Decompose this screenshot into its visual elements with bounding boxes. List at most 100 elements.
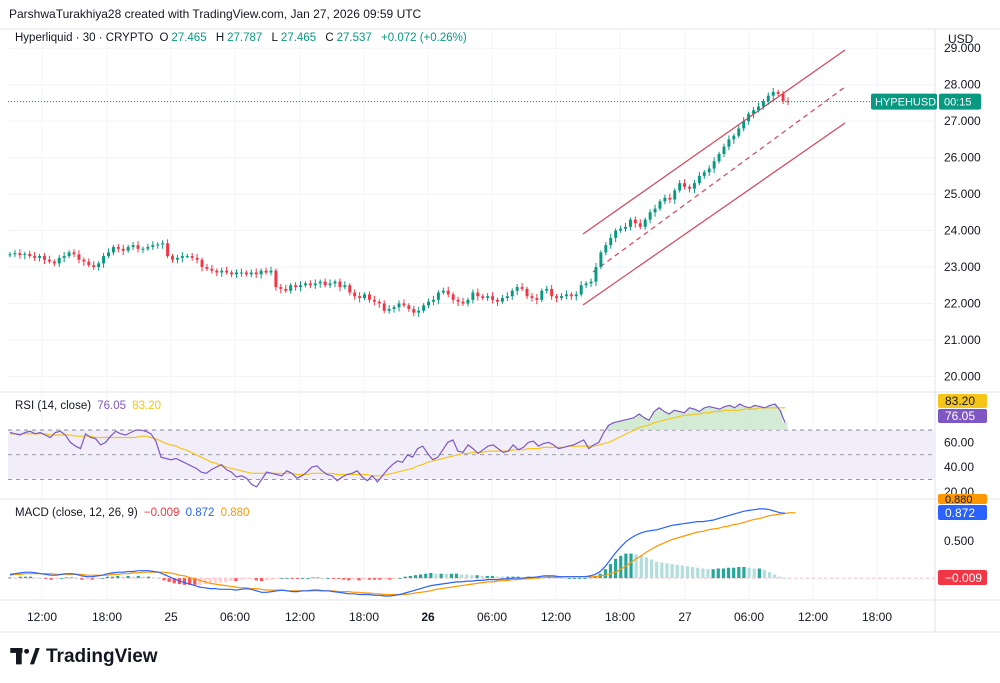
candle — [279, 287, 283, 289]
macd-histogram-bar — [480, 575, 484, 579]
candle — [697, 175, 701, 184]
macd-histogram-bar — [413, 575, 418, 579]
candle — [215, 270, 219, 273]
rsi-badge — [938, 409, 987, 423]
time-axis-label: 12:00 — [798, 610, 828, 624]
candle — [289, 285, 293, 291]
candle — [673, 190, 677, 200]
open-label: O — [159, 32, 169, 44]
macd-hist-badge-text: −0.009 — [945, 571, 982, 585]
candle — [505, 296, 509, 299]
candle — [146, 246, 150, 249]
macd-histogram-bar — [675, 564, 679, 579]
macd-histogram-bar — [768, 572, 772, 579]
candle — [752, 110, 755, 114]
macd-histogram-bar — [116, 575, 120, 579]
macd-histogram-bar — [644, 557, 649, 579]
candle — [683, 183, 687, 187]
candle — [102, 256, 106, 264]
macd-histogram-bar — [588, 577, 592, 579]
macd-histogram-bar — [495, 576, 500, 579]
macd-histogram-bar — [655, 561, 659, 579]
candle — [303, 283, 307, 286]
candle — [338, 281, 342, 288]
macd-histogram-bar — [105, 576, 110, 579]
macd-histogram-bar — [485, 575, 489, 579]
candle — [210, 268, 214, 271]
candle — [496, 299, 499, 302]
macd-histogram-bar — [460, 574, 464, 579]
candle — [491, 296, 495, 300]
rsi-label[interactable]: RSI (14, close) — [15, 400, 92, 412]
low-value: 27.465 — [280, 32, 317, 44]
candle — [722, 146, 726, 154]
candle — [28, 253, 32, 257]
macd-histogram-bar — [408, 575, 412, 579]
macd-histogram-bar — [752, 568, 756, 579]
macd-histogram-bar — [393, 578, 397, 579]
candle — [156, 244, 160, 246]
candle — [638, 223, 642, 227]
macd-histogram-bar — [152, 577, 156, 579]
tradingview-logo[interactable]: TradingView — [10, 646, 158, 668]
candle — [427, 301, 431, 306]
rsi-badge-text: 76.05 — [945, 409, 975, 423]
candle — [107, 252, 110, 257]
macd-histogram-bar — [691, 566, 695, 579]
price-tick-label: 24.000 — [944, 224, 981, 238]
candle — [328, 283, 332, 286]
candle — [530, 296, 534, 299]
macd-histogram-bar — [732, 567, 736, 579]
candle — [313, 283, 317, 286]
candle — [614, 230, 618, 238]
macd-histogram-bar — [85, 578, 89, 580]
candle — [515, 287, 519, 291]
macd-histogram-bar — [193, 578, 197, 585]
candle — [545, 288, 549, 291]
candle — [520, 287, 524, 289]
macd-histogram-bar — [316, 577, 320, 579]
candle — [67, 252, 71, 257]
time-axis-label: 18:00 — [862, 610, 892, 624]
candle — [33, 256, 37, 258]
macd-histogram-bar — [157, 578, 161, 579]
macd-histogram-bar — [80, 578, 84, 580]
macd-histogram-bar — [188, 578, 192, 585]
macd-histogram-bar — [326, 578, 330, 579]
macd-histogram-bar — [213, 578, 217, 583]
price-tick-label: 29.000 — [944, 41, 981, 55]
macd-signal-badge — [938, 494, 987, 504]
candle — [604, 245, 608, 253]
macd-histogram-bar — [762, 569, 767, 579]
channel-lower-line — [582, 122, 846, 306]
price-tick-label: 20.000 — [944, 369, 981, 383]
candle — [702, 172, 706, 176]
candle — [121, 248, 125, 251]
macd-histogram-bar — [254, 578, 258, 581]
candle — [225, 270, 229, 273]
macd-histogram-bar — [424, 573, 428, 579]
macd-histogram-bar — [69, 577, 74, 579]
macd-histogram-bar — [501, 576, 505, 579]
time-axis-label: 06:00 — [734, 610, 764, 624]
macd-histogram-bar — [259, 578, 264, 582]
macd-histogram-bar — [578, 578, 582, 579]
macd-label[interactable]: MACD (close, 12, 26, 9) — [15, 507, 138, 519]
macd-histogram-bar — [306, 578, 310, 579]
macd-histogram-bar — [706, 569, 710, 579]
macd-histogram-bar — [234, 578, 238, 582]
macd-histogram-bar — [670, 564, 674, 579]
macd-histogram-bar — [567, 578, 572, 579]
macd-histogram-bar — [388, 578, 392, 580]
chart-attribution: ParshwaTurakhiya28 created with TradingV… — [9, 7, 422, 21]
symbol-label[interactable]: Hyperliquid · 30 · CRYPTO — [15, 32, 154, 44]
macd-histogram-bar — [280, 578, 284, 579]
macd-histogram-bar — [244, 578, 248, 579]
candle — [13, 253, 17, 255]
candle — [151, 245, 155, 247]
macd-histogram-bar — [383, 578, 387, 580]
last-price-symbol: HYPEHUSD — [875, 97, 936, 109]
macd-histogram-bar — [649, 559, 654, 579]
candle — [363, 294, 366, 299]
